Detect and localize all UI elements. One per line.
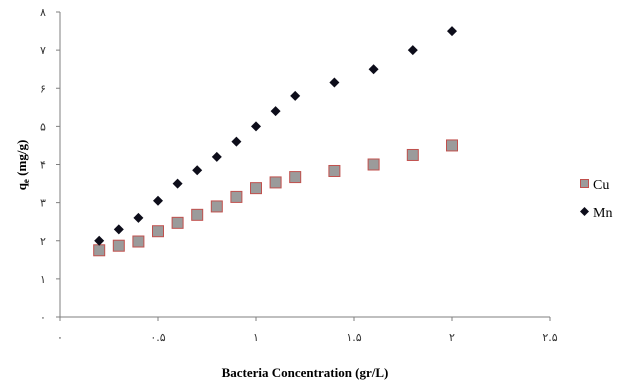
data-point-cu [230,190,243,203]
data-point-mn [270,106,281,117]
tick-marks [56,11,551,321]
data-point-cu [289,171,302,184]
y-tick-label: ۳ [40,197,46,210]
legend-label-mn: Mn [593,206,612,221]
legend-label-cu: Cu [593,178,609,193]
y-tick-label: ۱ [40,273,46,286]
data-point-cu [93,244,106,257]
x-tick-label: ۱ [253,331,259,344]
y-tick-label: ۵ [40,120,46,133]
data-point-cu [152,225,164,238]
data-point-cu [191,208,204,221]
data-point-cu [132,235,145,248]
y-tick-label: ۶ [40,82,46,95]
data-point-mn [368,64,379,75]
data-point-mn [290,90,301,101]
data-point-cu [406,148,419,161]
tick-labels: ۰ ۱ ۲ ۳ ۴ ۵ ۶ ۷ ۸ ۰ ۰.۵ ۱ ۱.۵ ۲ ۲.۵ [40,6,558,344]
y-axis-title-subscript: e [21,179,31,183]
data-point-cu [171,216,184,229]
data-point-cu [328,164,341,177]
data-point-cu [446,139,458,152]
x-tick-label: ۰ [57,331,63,344]
y-tick-label: ۷ [40,44,46,57]
y-tick-label: ۰ [40,311,46,324]
x-tick-label: ۱.۵ [346,331,361,344]
data-point-mn [329,77,340,88]
data-point-cu [112,239,125,252]
data-point-mn [251,121,261,132]
data-point-mn [172,178,183,189]
y-tick-label: ۲ [40,235,46,248]
data-point-mn [94,235,105,246]
x-axis-title: Bacteria Concentration (gr/L) [222,365,389,380]
y-tick-label: ۸ [40,6,46,19]
chart-axes [59,12,550,318]
data-point-cu [269,176,282,189]
data-point-cu [367,158,380,171]
legend: Cu Mn [580,178,612,221]
data-point-mn [211,151,222,162]
y-axis-title: qe (mg/g) [14,140,31,191]
data-point-mn [153,195,163,206]
data-point-cu [210,200,223,213]
legend-item-mn: Mn [580,206,612,221]
y-tick-label: ۴ [40,159,46,172]
data-point-mn [231,136,242,147]
data-point-mn [192,165,203,176]
legend-item-cu: Cu [580,178,609,193]
x-tick-label: ۲ [449,331,455,344]
data-point-mn [113,224,124,235]
legend-marker-mn [580,207,589,216]
x-tick-label: ۰.۵ [150,331,165,344]
x-tick-label: ۲.۵ [542,331,557,344]
data-point-mn [407,45,418,56]
legend-marker-cu [580,179,589,188]
data-point-mn [447,26,457,37]
data-points [93,26,458,257]
data-point-mn [133,212,144,223]
y-axis-title-rest: (mg/g) [14,140,29,179]
data-point-cu [250,182,262,195]
y-axis-title-main: q [14,182,29,190]
